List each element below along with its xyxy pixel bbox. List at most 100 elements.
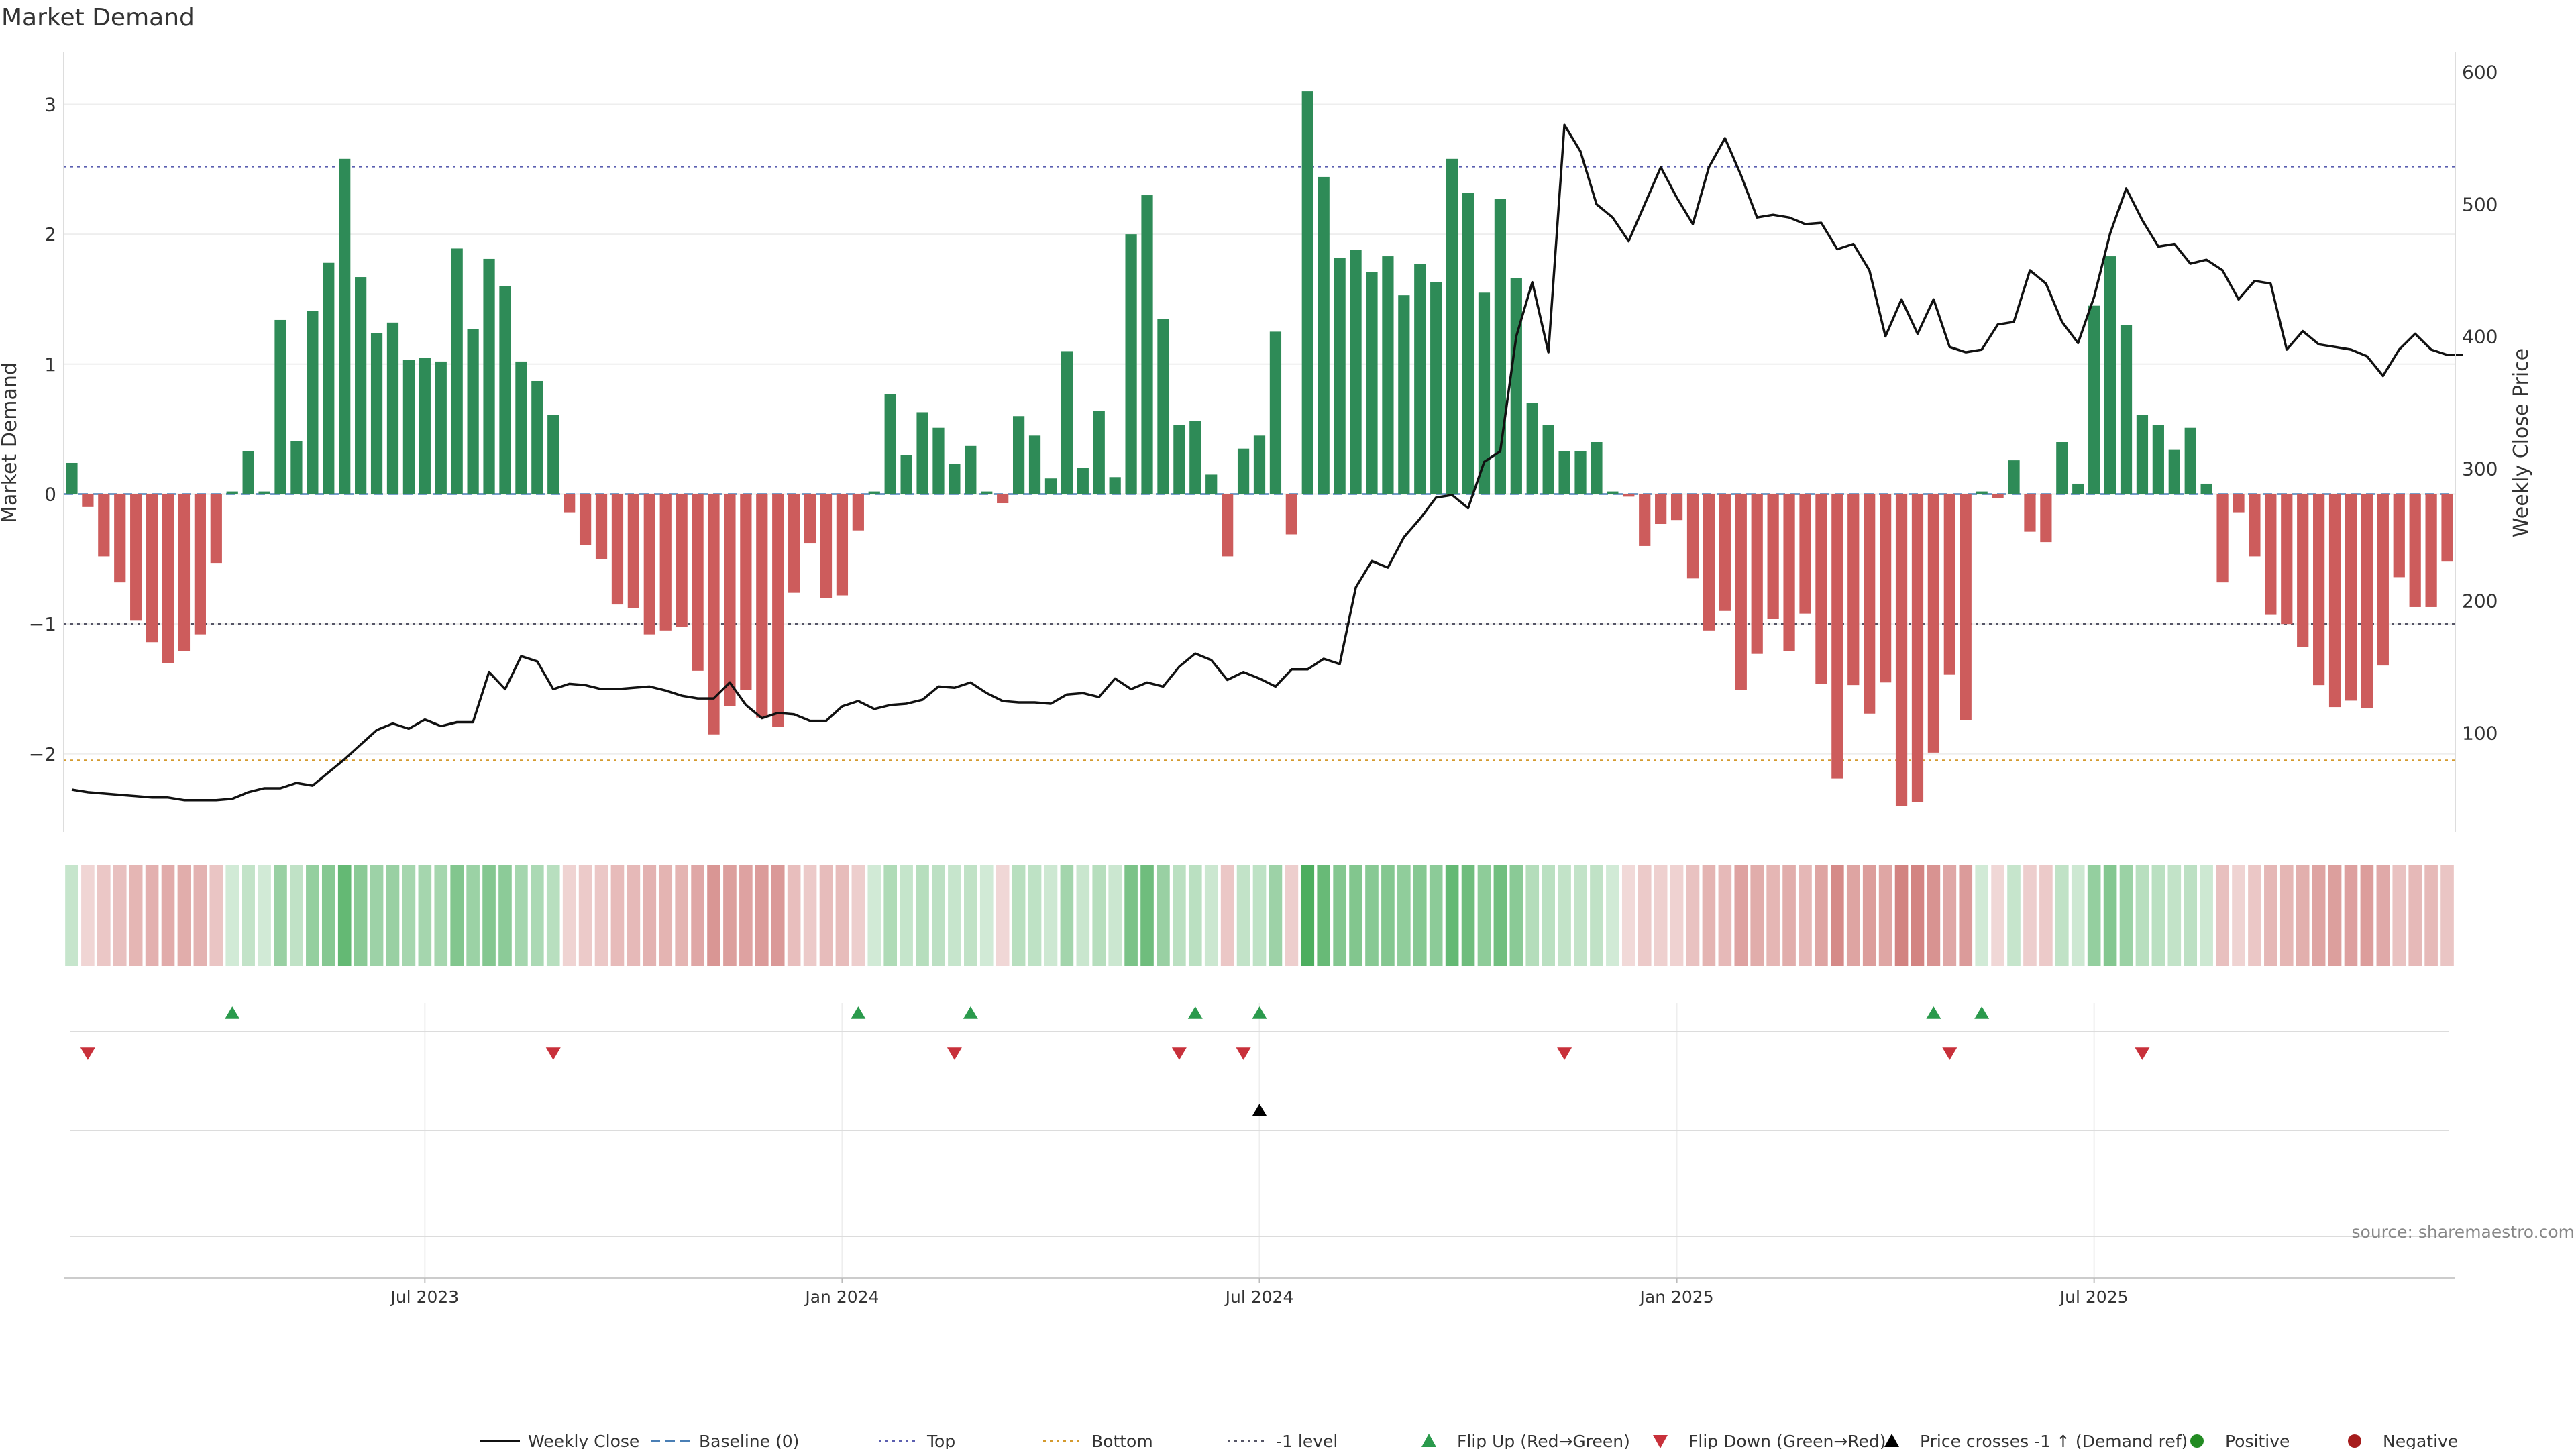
demand-bar — [1222, 494, 1234, 557]
strip-cell — [803, 865, 817, 966]
strip-cell — [1044, 865, 1058, 966]
strip-cell — [1429, 865, 1443, 966]
strip-cell — [1542, 865, 1555, 966]
flip-down-marker — [1942, 1047, 1957, 1060]
flip-down-marker — [947, 1047, 962, 1060]
demand-bar — [290, 441, 303, 494]
flip-up-marker — [851, 1006, 866, 1019]
flip-up-marker — [1974, 1006, 1990, 1019]
demand-bar — [1976, 491, 1988, 494]
strip-cell — [1108, 865, 1122, 966]
strip-cell — [2376, 865, 2390, 966]
strip-cell — [627, 865, 641, 966]
demand-bar — [1012, 416, 1025, 494]
strip-cell — [1028, 865, 1042, 966]
strip-cell — [1188, 865, 1202, 966]
demand-bar — [1366, 272, 1378, 494]
strip-cell — [851, 865, 865, 966]
strip-cell — [2087, 865, 2101, 966]
event-panels — [70, 1006, 2449, 1237]
x-tick-label: Jul 2023 — [389, 1287, 459, 1307]
strip-cell — [1509, 865, 1523, 966]
strip-cell — [97, 865, 111, 966]
demand-bar — [1077, 468, 1089, 494]
strip-cell — [1445, 865, 1459, 966]
flip-down-marker — [1236, 1047, 1251, 1060]
strip-cell — [1734, 865, 1748, 966]
flip-up-marker — [1252, 1006, 1267, 1019]
strip-cell — [2023, 865, 2037, 966]
demand-bar — [2377, 494, 2389, 666]
strip-cell — [1317, 865, 1331, 966]
legend-item: Flip Up (Red→Green) — [1421, 1432, 1630, 1449]
strip-cell — [258, 865, 271, 966]
demand-bar — [130, 494, 142, 621]
strip-cell — [1140, 865, 1154, 966]
strip-cell — [1397, 865, 1411, 966]
demand-bar — [2008, 460, 2020, 494]
strip-cell — [1301, 865, 1315, 966]
legend-item: Positive — [2190, 1432, 2290, 1449]
demand-bar — [386, 322, 399, 494]
strip-cell — [113, 865, 127, 966]
demand-bar — [1847, 494, 1860, 686]
strip-cell — [819, 865, 833, 966]
demand-bar — [1735, 494, 1747, 690]
strip-cell — [2184, 865, 2198, 966]
demand-bar — [1350, 250, 1362, 494]
demand-bar — [1655, 494, 1667, 525]
strip-cell — [1012, 865, 1026, 966]
y-tick-label-left: 2 — [44, 223, 56, 246]
strip-cell — [2408, 865, 2422, 966]
demand-bar — [981, 491, 993, 494]
legend-label: Top — [926, 1432, 955, 1449]
flip-down-marker — [545, 1047, 561, 1060]
demand-bar — [323, 262, 335, 494]
flip-down-marker — [1557, 1047, 1572, 1060]
demand-bar — [997, 494, 1009, 504]
demand-bar — [2361, 494, 2373, 709]
demand-bar — [1510, 278, 1522, 494]
x-tick-label: Jan 2024 — [804, 1287, 879, 1307]
demand-bar — [1574, 451, 1587, 494]
strip-cell — [1975, 865, 1988, 966]
strip-cell — [1349, 865, 1362, 966]
demand-bar — [659, 494, 672, 631]
y-tick-label-left: −2 — [29, 743, 56, 765]
strip-cell — [1911, 865, 1925, 966]
demand-bar — [708, 494, 720, 735]
y-tick-label-left: −1 — [29, 613, 56, 635]
y-axis-right-label: Weekly Close Price — [2510, 348, 2533, 537]
strip-cell — [418, 865, 432, 966]
strip-cell — [2344, 865, 2358, 966]
demand-bar — [258, 491, 270, 494]
demand-bar — [1334, 257, 1346, 494]
strip-cell — [290, 865, 303, 966]
demand-bar — [1285, 494, 1297, 535]
strip-cell — [1621, 865, 1635, 966]
strip-cell — [1782, 865, 1796, 966]
strip-cell — [1558, 865, 1571, 966]
legend-item: Baseline (0) — [651, 1432, 799, 1449]
strip-cell — [65, 865, 78, 966]
demand-bar — [2281, 494, 2293, 625]
demand-bar — [1237, 448, 1250, 494]
demand-bar — [1719, 494, 1731, 611]
strip-cell — [1220, 865, 1234, 966]
strip-cell — [546, 865, 560, 966]
strip-cell — [370, 865, 384, 966]
legend-swatch — [1653, 1435, 1668, 1448]
demand-bar — [1398, 295, 1410, 494]
legend-item: Flip Down (Green→Red) — [1653, 1432, 1886, 1449]
strip-cell — [1236, 865, 1250, 966]
legend: Weekly Close Baseline (0) Top Bottom -1 leve… — [480, 1432, 2458, 1449]
demand-bar — [1044, 478, 1057, 494]
strip-cell — [1365, 865, 1379, 966]
strip-cell — [2279, 865, 2294, 966]
demand-bar — [1269, 331, 1282, 494]
demand-bar — [82, 494, 94, 507]
demand-bar — [1960, 494, 1972, 720]
demand-bar — [1911, 494, 1924, 802]
demand-bar — [1799, 494, 1811, 614]
